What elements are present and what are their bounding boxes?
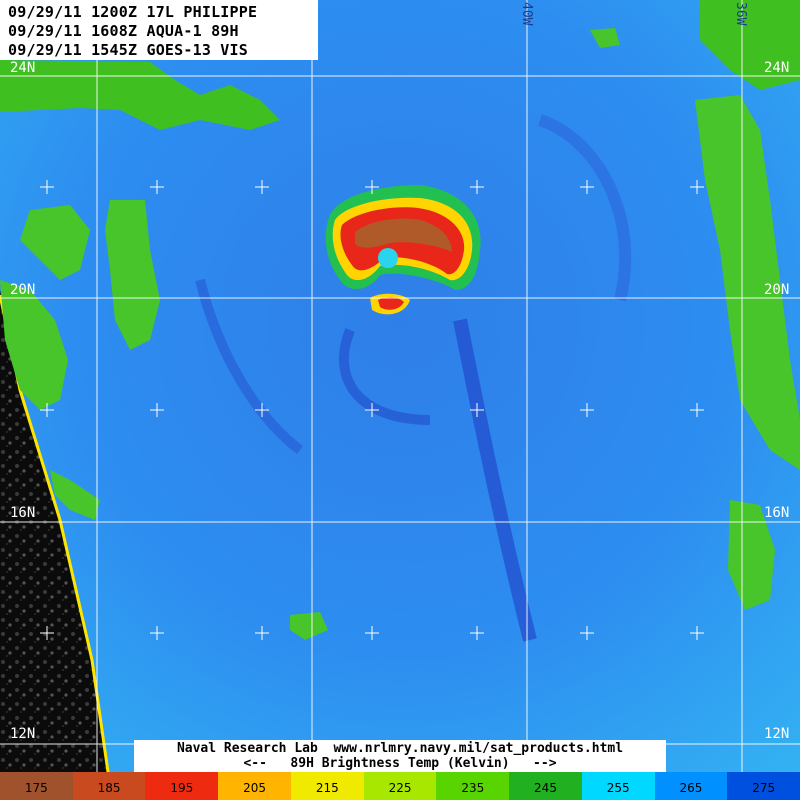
credit-text: Naval Research Lab www.nrlmry.navy.mil/s… [176,741,624,756]
lat-label-20n-left: 20N [10,282,36,298]
credit-box: Naval Research Lab www.nrlmry.navy.mil/s… [134,740,666,772]
color-scale-tick-label: 175 [24,781,48,795]
lat-label-16n-left: 16N [10,505,36,521]
color-scale-tick-label: 215 [315,781,339,795]
color-scale-cell: 255 [581,778,655,800]
color-scale-tick-label: 195 [170,781,194,795]
color-scale-strip-segment [436,772,510,778]
green-region [105,200,160,350]
color-scale-tick-label: 205 [243,781,267,795]
color-scale-cell: 195 [145,778,219,800]
color-scale-tick-label: 275 [752,781,776,795]
green-region [290,612,328,640]
color-scale-cell: 245 [509,778,582,800]
header-microwave-line: 09/29/11 1608Z AQUA-1 89H [8,22,239,40]
color-scale-strip-segment [145,772,219,778]
lat-label-12n-right: 12N [764,726,790,742]
header-visible-line: 09/29/11 1545Z GOES-13 VIS [8,41,248,59]
lat-label-24n-left: 24N [10,60,36,76]
green-region [728,500,775,610]
header-storm-line: 09/29/11 1200Z 17L PHILIPPE [8,3,258,21]
color-scale-cell: 225 [363,778,437,800]
lon-label-36w: 36W [733,2,748,26]
color-scale-strip-segment [0,772,73,778]
lon-label-40w: 40W [519,2,534,26]
color-scale-tick-label: 185 [97,781,121,795]
color-scale-strip-segment [290,772,364,778]
color-scale-cell: 235 [436,778,510,800]
color-scale-strip-segment [654,772,728,778]
color-scale-tick-label: 265 [679,781,703,795]
lat-label-20n-right: 20N [764,282,790,298]
color-scale-cell: 205 [218,778,291,800]
color-scale-strip-segment [363,772,437,778]
dark-rainband [537,114,632,302]
grid-plus-marks [40,180,704,640]
dark-rainband [195,278,304,454]
lat-label-16n-right: 16N [764,505,790,521]
color-scale-strip [0,772,800,778]
green-region [0,280,68,410]
cyclone-core [325,185,481,315]
green-region [590,28,620,48]
color-scale-cell: 265 [654,778,728,800]
lat-label-12n-left: 12N [10,726,36,742]
lat-label-24n-right: 24N [764,60,790,76]
green-region [700,0,800,90]
color-scale-tick-label: 245 [534,781,557,795]
green-region [695,95,800,470]
dark-rainband [338,328,431,425]
color-scale-strip-segment [509,772,582,778]
green-region [20,205,90,280]
color-scale-tick-label: 225 [388,781,412,795]
green-region [50,470,100,520]
color-scale-cell: 175 [0,778,73,800]
color-scale-tick-label: 235 [461,781,485,795]
color-scale-strip-segment [727,772,800,778]
color-scale-cell: 185 [72,778,146,800]
dark-rainband [453,318,537,642]
color-scale-cell: 275 [727,778,800,800]
legend-title: <-- 89H Brightness Temp (Kelvin) --> [243,756,557,771]
color-scale-strip-segment [72,772,146,778]
header-box: 09/29/11 1200Z 17L PHILIPPE 09/29/11 160… [0,0,318,60]
color-scale-strip-segment [218,772,291,778]
color-scale-tick-label: 255 [606,781,630,795]
color-scale-cell: 215 [290,778,364,800]
color-scale-bar: 175 185 195 205 215 225 235 245 255 265 275 [0,778,800,800]
green-region [0,60,280,130]
color-scale-strip-segment [581,772,655,778]
